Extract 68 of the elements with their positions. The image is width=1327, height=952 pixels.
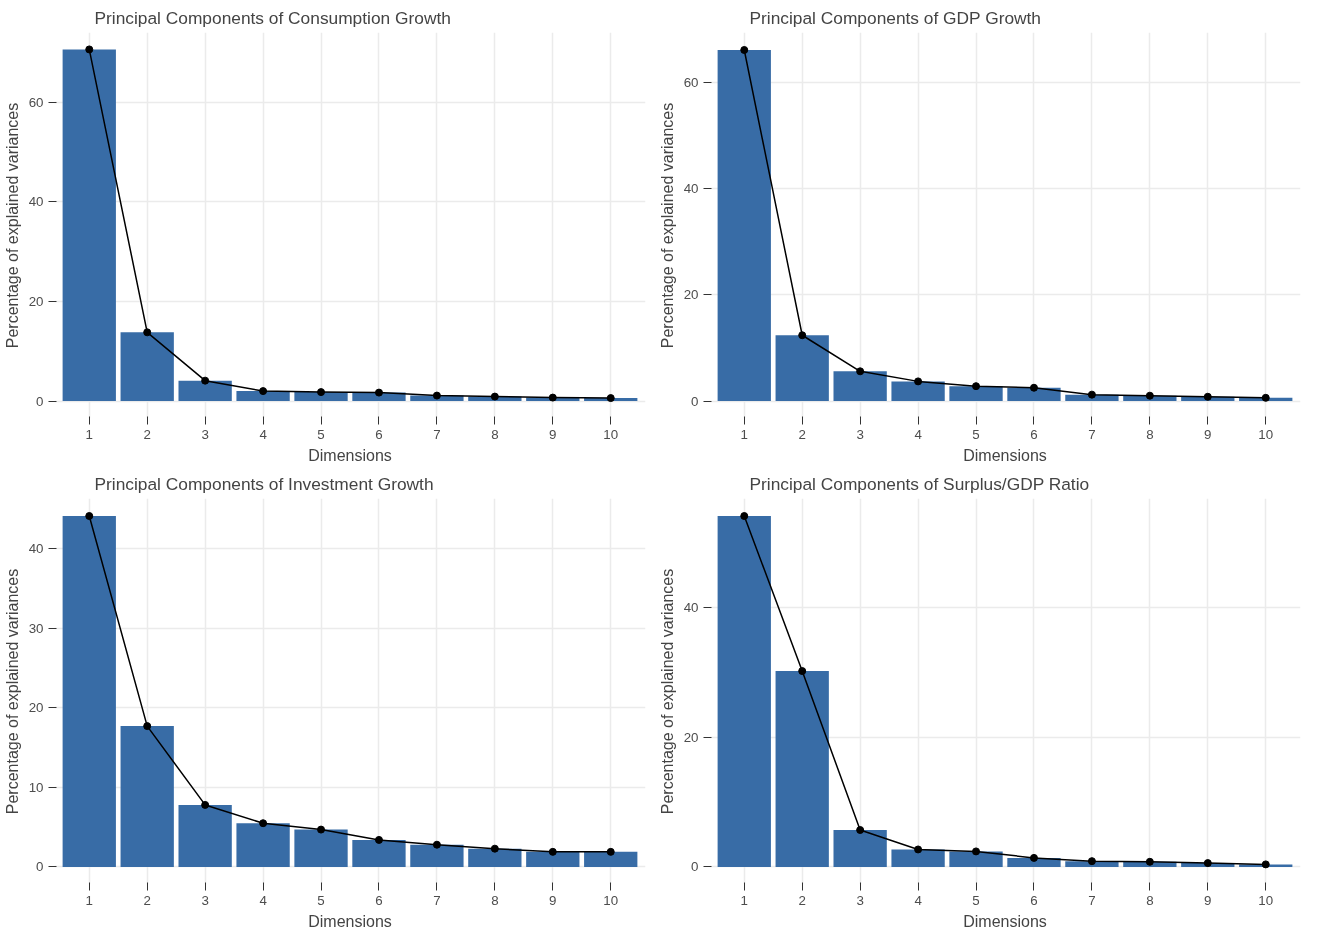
x-tick-label: 7	[433, 892, 441, 908]
x-axis-title: Dimensions	[308, 446, 392, 464]
y-tick-label: 10	[28, 779, 44, 795]
x-tick-label: 5	[972, 892, 980, 908]
x-tick-label: 1	[740, 426, 748, 442]
x-tick-label: 9	[1204, 426, 1212, 442]
y-tick-label: 0	[36, 859, 44, 875]
x-tick-label: 1	[85, 426, 93, 442]
x-tick-label: 5	[972, 426, 980, 442]
x-tick-label: 8	[491, 892, 499, 908]
x-tick-label: 2	[798, 892, 806, 908]
x-tick-label: 7	[1088, 426, 1096, 442]
y-tick-label: 40	[28, 194, 44, 210]
x-tick-label: 9	[1204, 892, 1212, 908]
y-tick-label: 20	[683, 729, 699, 745]
chart-title: Principal Components of Surplus/GDP Ratio	[749, 473, 1090, 494]
x-tick-label: 1	[740, 892, 748, 908]
chart-title: Principal Components of Consumption Growth	[94, 7, 451, 28]
x-tick-label: 10	[603, 892, 619, 908]
y-tick-label: 20	[683, 287, 699, 303]
y-tick-label: 0	[36, 393, 44, 409]
y-tick-label: 40	[683, 599, 699, 615]
y-axis-title: Percentage of explained variances	[658, 568, 676, 815]
x-tick-label: 4	[914, 892, 923, 908]
y-axis-title: Percentage of explained variances	[658, 102, 676, 349]
y-axis-title: Percentage of explained variances	[3, 568, 21, 815]
x-tick-label: 8	[491, 426, 499, 442]
y-tick-label: 60	[683, 75, 699, 91]
y-tick-label: 20	[28, 293, 44, 309]
y-tick-label: 20	[28, 700, 44, 716]
x-axis-title: Dimensions	[308, 912, 392, 930]
x-tick-label: 7	[433, 426, 441, 442]
x-tick-label: 2	[143, 892, 151, 908]
x-tick-label: 8	[1146, 892, 1154, 908]
x-axis-title: Dimensions	[963, 912, 1047, 930]
y-tick-label: 0	[691, 393, 699, 409]
x-tick-label: 10	[1258, 426, 1274, 442]
y-tick-label: 30	[28, 620, 44, 636]
x-tick-label: 4	[914, 426, 923, 442]
y-axis-title: Percentage of explained variances	[3, 102, 21, 349]
x-tick-label: 10	[1258, 892, 1274, 908]
x-tick-label: 3	[201, 426, 209, 442]
x-tick-label: 6	[1030, 426, 1038, 442]
x-tick-label: 6	[375, 892, 383, 908]
x-tick-label: 8	[1146, 426, 1154, 442]
x-tick-label: 9	[549, 892, 557, 908]
x-tick-label: 6	[375, 426, 383, 442]
y-tick-label: 40	[28, 541, 44, 557]
x-tick-label: 4	[259, 892, 268, 908]
x-tick-label: 6	[1030, 892, 1038, 908]
x-tick-label: 2	[798, 426, 806, 442]
x-tick-label: 7	[1088, 892, 1096, 908]
x-tick-label: 3	[856, 426, 864, 442]
x-tick-label: 3	[201, 892, 209, 908]
y-tick-label: 60	[28, 94, 44, 110]
x-axis-title: Dimensions	[963, 446, 1047, 464]
x-tick-label: 2	[143, 426, 151, 442]
x-tick-label: 9	[549, 426, 557, 442]
chart-title: Principal Components of Investment Growth	[94, 473, 434, 494]
chart-title: Principal Components of GDP Growth	[749, 7, 1041, 28]
y-tick-label: 0	[691, 859, 699, 875]
x-tick-label: 10	[603, 426, 619, 442]
x-tick-label: 4	[259, 426, 268, 442]
x-tick-label: 5	[317, 892, 325, 908]
x-tick-label: 3	[856, 892, 864, 908]
x-tick-label: 1	[85, 892, 93, 908]
y-tick-label: 40	[683, 181, 699, 197]
x-tick-label: 5	[317, 426, 325, 442]
